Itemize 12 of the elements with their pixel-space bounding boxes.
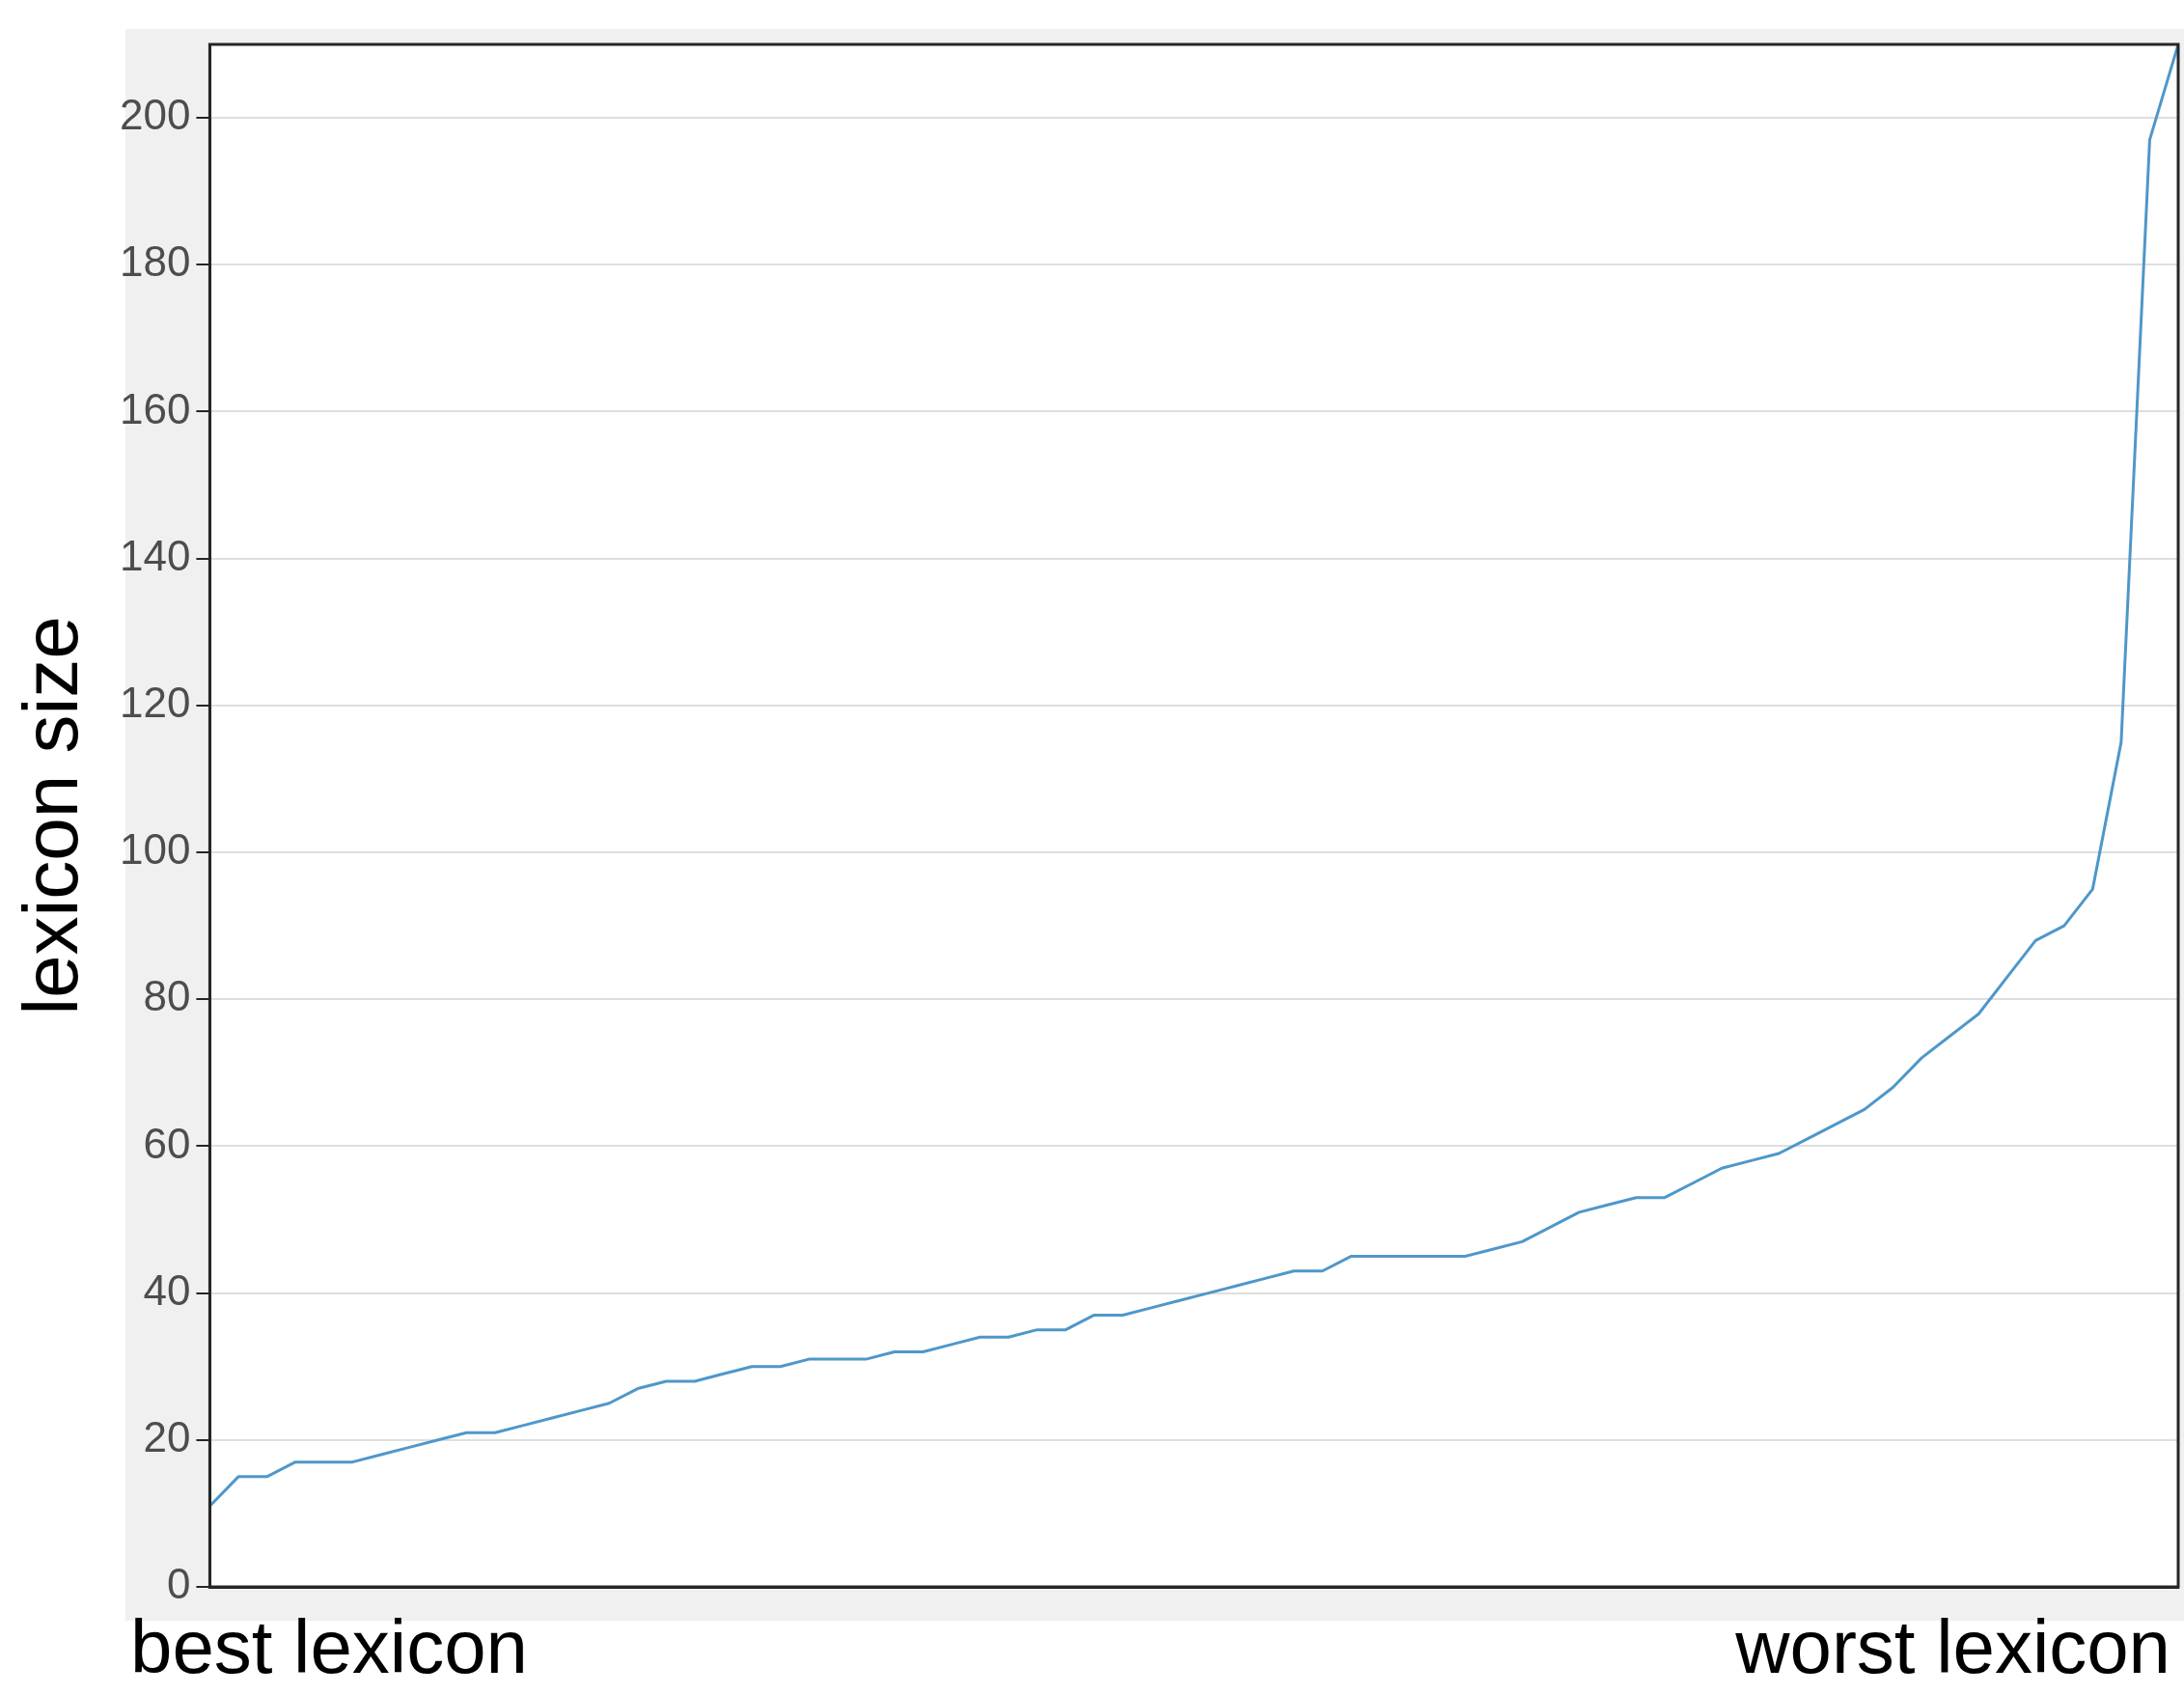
y-tick-label: 160: [119, 384, 191, 432]
y-tick-label: 180: [119, 237, 191, 286]
y-tick-label: 100: [119, 825, 191, 874]
y-tick-label: 60: [143, 1119, 191, 1167]
y-tick-label: 140: [119, 531, 191, 579]
y-axis-title: lexicon size: [8, 616, 95, 1015]
y-tick-label: 40: [143, 1265, 191, 1314]
y-tick-label: 80: [143, 972, 191, 1020]
text: worst lexicon: [1734, 1603, 2170, 1689]
y-tick-label: 120: [119, 679, 191, 726]
y-tick-label: 200: [119, 91, 191, 139]
y-tick-label: 20: [143, 1412, 191, 1460]
